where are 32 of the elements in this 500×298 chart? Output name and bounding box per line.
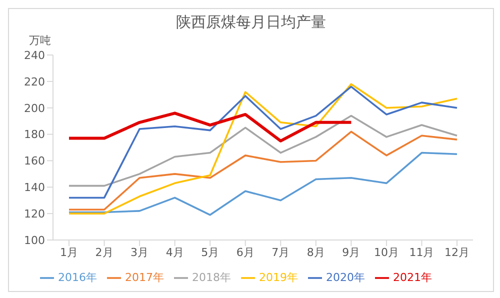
y-tick-label: 120: [24, 207, 45, 220]
x-tick-label: 4月: [166, 246, 184, 259]
y-axis-title: 万吨: [29, 33, 51, 48]
legend-label: 2018年: [192, 271, 231, 284]
x-tick-label: 1月: [60, 246, 78, 259]
x-tick-label: 9月: [342, 246, 360, 259]
x-tick-label: 8月: [306, 246, 325, 259]
y-tick-label: 220: [24, 75, 45, 88]
y-tick-label: 100: [24, 234, 45, 247]
x-tick-label: 11月: [409, 246, 434, 259]
x-tick-label: 6月: [236, 246, 254, 259]
x-tick-label: 12月: [444, 246, 470, 259]
legend-label: 2019年: [259, 271, 298, 284]
x-tick-label: 3月: [130, 246, 149, 259]
legend-label: 2016年: [58, 271, 97, 284]
legend-label: 2020年: [326, 271, 365, 284]
line-series: [68, 114, 458, 187]
y-tick-label: 240: [24, 48, 45, 62]
x-tick-label: 5月: [201, 246, 220, 259]
line-series: [68, 112, 353, 142]
legend-label: 2017年: [125, 271, 164, 284]
y-tick-label: 200: [24, 102, 45, 115]
line-series: [68, 130, 458, 211]
legend-label: 2021年: [393, 271, 432, 284]
x-tick-label: 2月: [95, 246, 114, 259]
y-tick-label: 180: [24, 128, 45, 142]
chart-title: 陕西原煤每月日均产量: [175, 13, 327, 32]
x-tick-label: 10月: [374, 246, 399, 259]
x-tick-label: 7月: [272, 246, 290, 259]
y-tick-label: 160: [24, 154, 45, 168]
y-tick-label: 140: [24, 181, 45, 194]
line-series: [68, 152, 458, 216]
